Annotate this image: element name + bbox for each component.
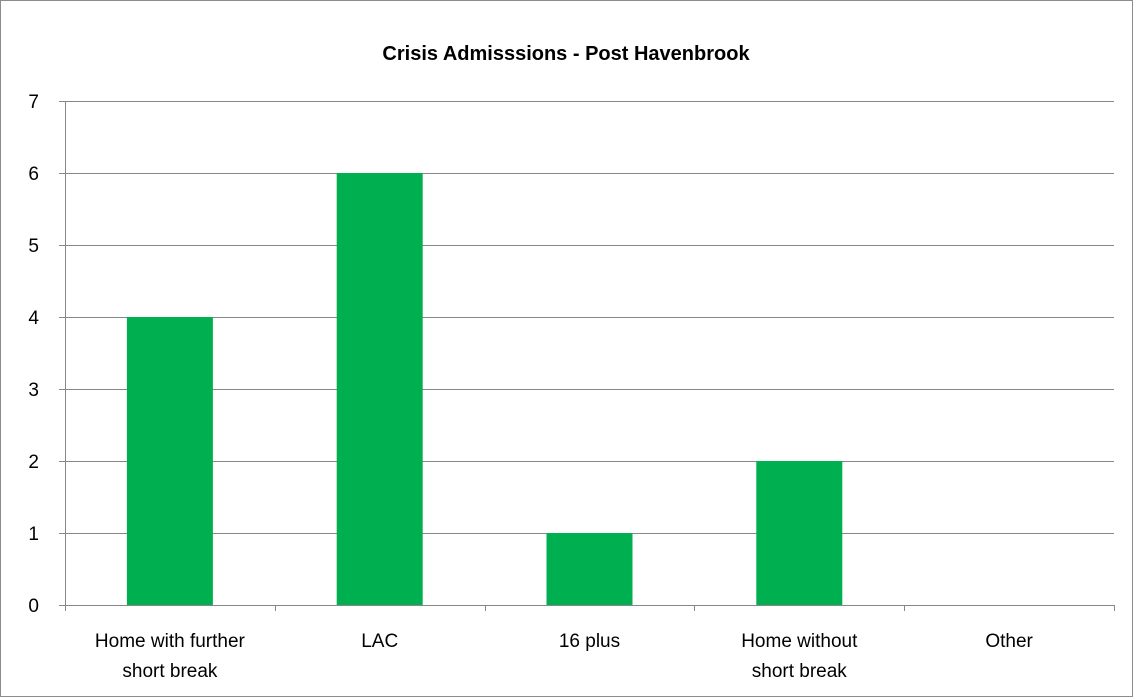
x-category-label: LAC [361,631,398,652]
gridlines [65,101,1114,534]
axes [59,101,1115,611]
bar [756,461,843,605]
y-tick-label: 1 [28,524,39,545]
x-category-label: 16 plus [559,631,620,652]
x-category-label: short break [752,661,848,682]
y-tick-label: 2 [28,452,39,473]
bar [336,173,423,605]
bar [546,533,633,605]
x-category-label: short break [122,661,218,682]
bar [126,317,213,605]
y-tick-label: 7 [28,92,39,113]
bars [126,173,843,605]
x-category-label: Home without [741,631,858,652]
x-category-label: Other [985,631,1033,652]
y-tick-label: 5 [28,236,39,257]
x-category-labels: Home with further short break LAC 16 plus Ho… [95,631,1034,682]
y-tick-label: 3 [28,380,39,401]
x-category-label: Home with further [95,631,246,652]
chart-title: Crisis Admisssions - Post Havenbrook [382,43,750,65]
y-tick-label: 6 [28,164,39,185]
y-tick-labels: 0 1 2 3 4 5 6 7 [28,92,39,617]
y-tick-label: 4 [28,308,39,329]
y-tick-label: 0 [28,596,39,617]
